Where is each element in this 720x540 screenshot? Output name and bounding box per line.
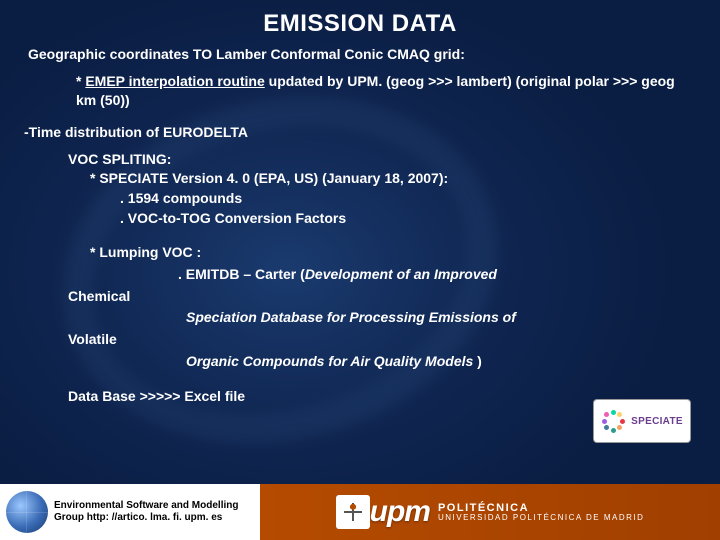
footer-right: upm POLITÉCNICA UNIVERSIDAD POLITÉCNICA …: [260, 484, 720, 540]
compounds-line: . 1594 compounds: [120, 189, 692, 209]
slide-content: EMISSION DATA Geographic coordinates TO …: [0, 0, 720, 404]
emitdb-prefix: . EMITDB – Carter (: [178, 266, 305, 282]
emep-prefix: *: [76, 73, 85, 89]
speciate-logo: SPECIATE: [594, 400, 690, 442]
emep-underlined: EMEP interpolation routine: [85, 73, 264, 89]
footer: Environmental Software and Modelling Gro…: [0, 484, 720, 540]
emitdb-line: . EMITDB – Carter (Development of an Imp…: [178, 264, 692, 286]
organic-compounds-line: Organic Compounds for Air Quality Models…: [186, 351, 692, 373]
speciate-version-line: * SPECIATE Version 4. 0 (EPA, US) (Janua…: [90, 169, 692, 189]
globe-icon: [6, 491, 48, 533]
organic-close-paren: ): [473, 353, 482, 369]
organic-italic: Organic Compounds for Air Quality Models: [186, 353, 473, 369]
lumping-heading: * Lumping VOC :: [90, 242, 692, 264]
speciate-label: SPECIATE: [631, 416, 683, 427]
time-distribution-line: -Time distribution of EURODELTA: [24, 124, 692, 140]
emitdb-italic: Development of an Improved: [305, 266, 497, 282]
speciate-dots-icon: [601, 409, 625, 433]
geographic-coordinates-line: Geographic coordinates TO Lamber Conform…: [28, 46, 692, 62]
chemical-word: Chemical: [68, 286, 692, 308]
lumping-block: * Lumping VOC : . EMITDB – Carter (Devel…: [68, 242, 692, 372]
upm-mark: upm: [370, 495, 430, 529]
footer-group-line1: Environmental Software and Modelling: [54, 500, 238, 512]
speciation-db-line: Speciation Database for Processing Emiss…: [186, 307, 692, 329]
footer-group-text: Environmental Software and Modelling Gro…: [54, 500, 238, 524]
footer-group-line2: Group http: //artico. lma. fi. upm. es: [54, 512, 238, 524]
emep-block: * EMEP interpolation routine updated by …: [76, 72, 692, 110]
voc-splitting-block: VOC SPLITING: * SPECIATE Version 4. 0 (E…: [68, 150, 692, 228]
upm-subtitle: POLITÉCNICA UNIVERSIDAD POLITÉCNICA DE M…: [438, 502, 644, 523]
upm-crest-icon: [336, 495, 370, 529]
conversion-factors-line: . VOC-to-TOG Conversion Factors: [120, 209, 692, 229]
upm-sub2: UNIVERSIDAD POLITÉCNICA DE MADRID: [438, 514, 644, 523]
footer-left: Environmental Software and Modelling Gro…: [0, 484, 260, 540]
volatile-word: Volatile: [68, 329, 692, 351]
voc-heading: VOC SPLITING:: [68, 150, 692, 170]
slide-title: EMISSION DATA: [28, 10, 692, 38]
upm-logo: upm POLITÉCNICA UNIVERSIDAD POLITÉCNICA …: [370, 495, 645, 529]
upm-sub1: POLITÉCNICA: [438, 502, 644, 514]
